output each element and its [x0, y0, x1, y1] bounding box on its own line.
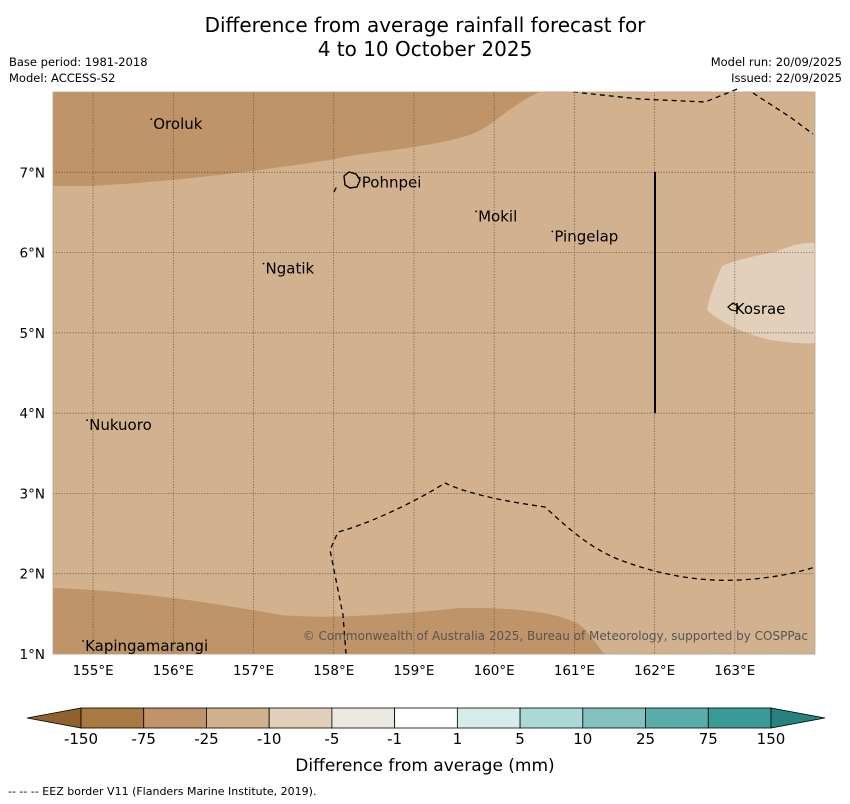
colorbar-ticks: -150 -75 -25 -10 -5 -1 1 5 10 25 75 150	[0, 730, 850, 750]
map-frame	[52, 91, 816, 655]
eez-borders	[329, 87, 816, 655]
dry-region-north	[53, 92, 540, 186]
colorbar-tick-label: 150	[756, 730, 786, 748]
colorbar-under-arrow	[26, 707, 82, 729]
place-marker	[262, 262, 265, 265]
longitude-label: 158°E	[313, 663, 354, 679]
colorbar-segment	[707, 707, 772, 729]
latitude-labels: 7°N 6°N 5°N 4°N 3°N 2°N 1°N	[20, 165, 45, 663]
place-label-nukuoro: Nukuoro	[89, 416, 152, 434]
place-marker	[150, 118, 153, 121]
colorbar-segment	[80, 707, 145, 729]
place-label-pingelap: Pingelap	[554, 228, 618, 246]
colorbar-label: Difference from average (mm)	[295, 756, 555, 776]
place-marker	[358, 176, 361, 179]
colorbar-tick-label: 5	[515, 730, 525, 748]
colorbar-segment	[456, 707, 521, 729]
eez-border-northeast	[752, 92, 814, 135]
colorbar-segment	[268, 707, 333, 729]
colorbar-tick-label: -75	[131, 730, 156, 748]
longitude-label: 157°E	[233, 663, 274, 679]
colorbar-tick-label: -10	[256, 730, 282, 748]
place-marker	[475, 210, 478, 213]
rainfall-map: Oroluk Pohnpei Mokil Pingelap Ngatik Kosrae Nu…	[20, 87, 816, 679]
colorbar-tick-label: 25	[635, 730, 656, 748]
colorbar	[26, 707, 826, 729]
longitude-label: 159°E	[393, 663, 434, 679]
longitude-label: 160°E	[474, 663, 515, 679]
place-marker	[82, 640, 84, 642]
place-marker	[551, 230, 554, 233]
place-label-oroluk: Oroluk	[153, 115, 202, 133]
place-label-kapingamarangi: Kapingamarangi	[85, 637, 208, 655]
eez-border-pohnpei	[333, 185, 338, 193]
longitude-label: 161°E	[554, 663, 595, 679]
latitude-label: 7°N	[20, 165, 45, 181]
colorbar-segment	[331, 707, 396, 729]
colorbar-tick-label: -1	[387, 730, 403, 748]
place-labels: Oroluk Pohnpei Mokil Pingelap Ngatik Kosrae Nu…	[82, 115, 785, 655]
base-period-text: Base period: 1981-2018	[9, 55, 148, 69]
place-label-ngatik: Ngatik	[266, 260, 315, 278]
place-label-kosrae: Kosrae	[735, 300, 786, 318]
colorbar-tick-label: -25	[194, 730, 219, 748]
colorbar-segment	[582, 707, 646, 729]
latitude-label: 6°N	[20, 246, 45, 262]
colorbar-segment	[143, 707, 207, 729]
place-marker	[731, 302, 734, 305]
colorbar-segment	[394, 707, 458, 729]
colorbar-tick-label: -5	[324, 730, 340, 748]
latitude-label: 4°N	[20, 406, 45, 422]
colorbar-segment	[206, 707, 270, 729]
latitude-label: 2°N	[20, 567, 45, 583]
colorbar-over-arrow	[770, 707, 826, 729]
longitude-labels: 155°E 156°E 157°E 158°E 159°E 160°E 161°E 162°E…	[73, 663, 756, 679]
colorbar-tick-label: 75	[698, 730, 718, 748]
latitude-label: 1°N	[20, 647, 45, 663]
copyright-text: © Commonwealth of Australia 2025, Bureau…	[303, 629, 808, 643]
colorbar-segment	[645, 707, 709, 729]
latitude-label: 3°N	[20, 486, 45, 502]
map-title-line1: Difference from average rainfall forecas…	[204, 13, 646, 37]
map-background	[53, 92, 815, 654]
colorbar-segment	[519, 707, 584, 729]
model-run-text: Model run: 20/09/2025	[710, 55, 842, 69]
eez-footnote: -- -- -- EEZ border V11 (Flanders Marine…	[8, 785, 317, 798]
graticule	[53, 92, 815, 655]
colorbar-segments	[80, 707, 772, 729]
colorbar-tick-label: 1	[452, 730, 463, 748]
issued-date-text: Issued: 22/09/2025	[731, 71, 842, 85]
longitude-label: 163°E	[714, 663, 755, 679]
latitude-label: 5°N	[20, 326, 45, 342]
dry-region-south	[53, 588, 605, 654]
place-label-mokil: Mokil	[478, 207, 517, 225]
place-marker	[86, 419, 88, 422]
longitude-label: 156°E	[153, 663, 194, 679]
light-region-kosrae	[707, 242, 815, 344]
place-label-pohnpei: Pohnpei	[362, 174, 422, 192]
colorbar-tick-label: 10	[573, 730, 593, 748]
map-title-line2: 4 to 10 October 2025	[317, 37, 533, 61]
longitude-label: 155°E	[73, 663, 114, 679]
eez-border-south	[329, 482, 816, 655]
eez-border-north	[572, 87, 741, 103]
colorbar-tick-label: -150	[63, 730, 99, 748]
pohnpei-island	[343, 171, 361, 189]
model-name-text: Model: ACCESS-S2	[9, 71, 116, 85]
longitude-label: 162°E	[634, 663, 675, 679]
